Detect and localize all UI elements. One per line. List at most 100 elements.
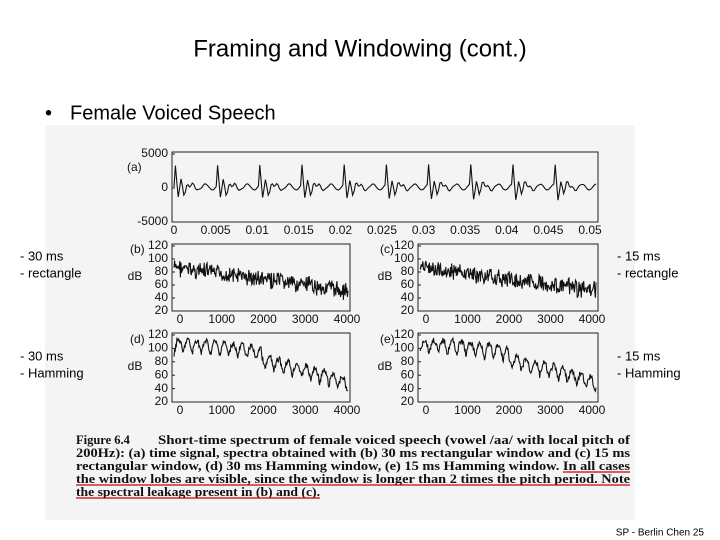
panel-label: (a) bbox=[127, 160, 142, 174]
panel-label: (e) bbox=[380, 332, 395, 346]
y-tick-label: -5000 bbox=[137, 214, 168, 228]
y-tick-label: 20 bbox=[401, 303, 415, 317]
y-tick-label: 60 bbox=[401, 367, 415, 381]
side-label: - 15 ms bbox=[617, 348, 661, 363]
curve bbox=[419, 260, 597, 299]
x-tick-label: 0 bbox=[423, 403, 430, 417]
y-tick-label: 80 bbox=[155, 264, 169, 278]
x-tick-label: 3000 bbox=[292, 403, 319, 417]
x-tick-label: 2000 bbox=[250, 312, 277, 326]
figure-background bbox=[45, 125, 635, 520]
x-tick-label: 0.045 bbox=[533, 223, 563, 237]
y-tick-label: 80 bbox=[401, 264, 415, 278]
x-tick-label: 4000 bbox=[579, 312, 606, 326]
caption: Figure 6.4 Short-time spectrum of female … bbox=[76, 433, 631, 499]
x-tick-label: 0.035 bbox=[450, 223, 480, 237]
y-tick-label: 120 bbox=[148, 327, 168, 341]
x-tick-label: 0.05 bbox=[578, 223, 602, 237]
y-axis-label: dB bbox=[128, 269, 143, 283]
caption-line: rectangular window, (d) 30 ms Hamming wi… bbox=[76, 459, 630, 473]
x-tick-label: 1000 bbox=[454, 312, 481, 326]
x-tick-label: 1000 bbox=[208, 403, 235, 417]
side-label: - rectangle bbox=[617, 265, 678, 280]
x-tick-label: 0.015 bbox=[284, 223, 314, 237]
caption-line: the window lobes are visible, since the … bbox=[76, 472, 631, 486]
y-tick-label: 40 bbox=[155, 290, 169, 304]
side-label: - 15 ms bbox=[617, 248, 661, 263]
y-tick-label: 120 bbox=[394, 327, 414, 341]
y-tick-label: 100 bbox=[394, 341, 414, 355]
side-label: - Hamming bbox=[617, 365, 681, 380]
panel-label: (d) bbox=[130, 332, 145, 346]
y-tick-label: 5000 bbox=[141, 146, 168, 160]
side-label: - rectangle bbox=[20, 265, 81, 280]
footer: SP - Berlin Chen 25 bbox=[616, 528, 705, 539]
y-axis-label: dB bbox=[128, 359, 143, 373]
bullet-marker: • bbox=[45, 102, 52, 124]
y-tick-label: 20 bbox=[155, 303, 169, 317]
x-tick-label: 4000 bbox=[334, 312, 361, 326]
side-labels: - 30 ms - rectangle - 30 ms - Hamming - 15 m… bbox=[20, 248, 681, 380]
x-tick-label: 3000 bbox=[292, 312, 319, 326]
y-axis-label: dB bbox=[378, 359, 393, 373]
curve bbox=[173, 260, 349, 300]
y-tick-label: 120 bbox=[394, 238, 414, 252]
x-tick-label: 0 bbox=[423, 312, 430, 326]
x-tick-label: 2000 bbox=[250, 403, 277, 417]
caption-line: 200Hz): (a) time signal, spectra obtaine… bbox=[76, 446, 630, 460]
plot-frame bbox=[417, 332, 599, 403]
panel-label: (b) bbox=[130, 242, 145, 256]
caption-line: the spectral leakage present in (b) and … bbox=[76, 485, 320, 499]
curve bbox=[173, 336, 349, 392]
side-label: - Hamming bbox=[20, 365, 84, 380]
x-tick-label: 2000 bbox=[496, 403, 523, 417]
bullet-text: Female Voiced Speech bbox=[70, 102, 276, 124]
plot-frame bbox=[171, 151, 599, 223]
plot-frame bbox=[171, 243, 351, 312]
x-tick-label: 0 bbox=[177, 403, 184, 417]
y-tick-label: 40 bbox=[401, 381, 415, 395]
x-tick-label: 4000 bbox=[579, 403, 606, 417]
x-tick-label: 0.025 bbox=[367, 223, 397, 237]
x-tick-label: 3000 bbox=[537, 312, 564, 326]
panel-label: (c) bbox=[380, 242, 394, 256]
y-tick-label: 40 bbox=[401, 290, 415, 304]
x-tick-label: 0.02 bbox=[329, 223, 353, 237]
x-tick-label: 4000 bbox=[334, 403, 361, 417]
x-tick-label: 0.04 bbox=[495, 223, 519, 237]
x-tick-label: 0.005 bbox=[201, 223, 231, 237]
y-tick-label: 20 bbox=[155, 394, 169, 408]
plot-frame bbox=[417, 243, 599, 312]
figure-number: Figure 6.4 bbox=[76, 433, 131, 447]
slide-title: Framing and Windowing (cont.) bbox=[193, 35, 526, 62]
y-tick-label: 20 bbox=[401, 394, 415, 408]
x-tick-label: 0 bbox=[171, 223, 178, 237]
x-tick-label: 0.03 bbox=[412, 223, 436, 237]
side-label: - 30 ms bbox=[20, 348, 64, 363]
y-tick-label: 60 bbox=[155, 277, 169, 291]
y-tick-label: 80 bbox=[155, 354, 169, 368]
y-tick-label: 80 bbox=[401, 354, 415, 368]
y-axis-label: dB bbox=[378, 269, 393, 283]
y-tick-label: 60 bbox=[155, 367, 169, 381]
y-tick-label: 100 bbox=[148, 341, 168, 355]
x-tick-label: 0 bbox=[177, 312, 184, 326]
y-tick-label: 0 bbox=[161, 180, 168, 194]
x-tick-label: 3000 bbox=[537, 403, 564, 417]
y-tick-label: 40 bbox=[155, 381, 169, 395]
x-tick-label: 1000 bbox=[208, 312, 235, 326]
y-tick-label: 60 bbox=[401, 277, 415, 291]
caption-line: Short-time spectrum of female voiced spe… bbox=[158, 433, 631, 447]
side-label: - 30 ms bbox=[20, 248, 64, 263]
curve bbox=[173, 164, 597, 201]
x-tick-label: 1000 bbox=[454, 403, 481, 417]
y-tick-label: 120 bbox=[148, 238, 168, 252]
curve bbox=[419, 336, 597, 393]
y-tick-label: 100 bbox=[394, 251, 414, 265]
y-tick-label: 100 bbox=[148, 251, 168, 265]
x-tick-label: 0.01 bbox=[246, 223, 270, 237]
x-tick-label: 2000 bbox=[496, 312, 523, 326]
plot-frame bbox=[171, 332, 351, 403]
